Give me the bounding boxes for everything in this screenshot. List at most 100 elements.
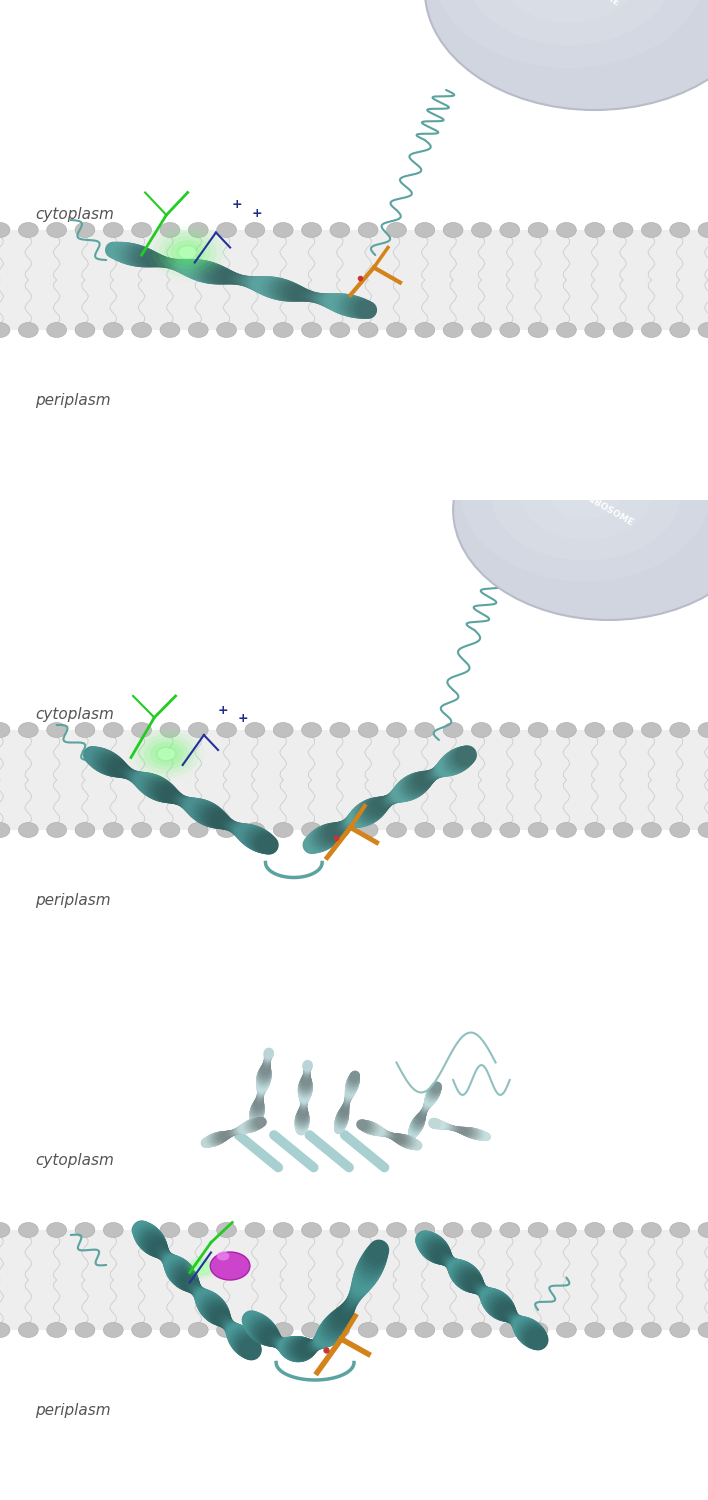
Ellipse shape [47, 723, 67, 738]
Ellipse shape [670, 222, 690, 237]
Ellipse shape [47, 222, 67, 237]
Ellipse shape [472, 322, 491, 338]
Ellipse shape [75, 322, 95, 338]
Ellipse shape [613, 1222, 633, 1238]
Circle shape [176, 244, 199, 261]
Ellipse shape [641, 1323, 661, 1338]
Ellipse shape [443, 222, 463, 237]
Ellipse shape [160, 1323, 180, 1338]
Ellipse shape [472, 1323, 491, 1338]
Circle shape [192, 1260, 212, 1275]
Ellipse shape [556, 723, 576, 738]
Ellipse shape [245, 723, 265, 738]
Ellipse shape [415, 1323, 435, 1338]
Ellipse shape [103, 1323, 123, 1338]
Ellipse shape [641, 723, 661, 738]
Ellipse shape [302, 322, 321, 338]
Ellipse shape [47, 322, 67, 338]
Ellipse shape [387, 222, 406, 237]
Bar [0, 230, 708, 330]
Ellipse shape [245, 322, 265, 338]
Ellipse shape [302, 1323, 321, 1338]
Ellipse shape [387, 322, 406, 338]
Circle shape [217, 1251, 229, 1260]
Ellipse shape [103, 723, 123, 738]
Ellipse shape [0, 222, 10, 237]
Ellipse shape [415, 322, 435, 338]
Ellipse shape [670, 1323, 690, 1338]
Ellipse shape [698, 322, 708, 338]
Circle shape [186, 1257, 217, 1278]
Ellipse shape [556, 322, 576, 338]
Circle shape [182, 249, 193, 256]
Text: +: + [237, 712, 249, 724]
Ellipse shape [188, 723, 208, 738]
Text: periplasm: periplasm [35, 1402, 111, 1417]
Circle shape [133, 730, 200, 777]
Ellipse shape [415, 1222, 435, 1238]
Ellipse shape [47, 1323, 67, 1338]
Ellipse shape [641, 222, 661, 237]
Ellipse shape [556, 222, 576, 237]
Circle shape [139, 735, 194, 774]
Ellipse shape [387, 723, 406, 738]
Ellipse shape [160, 322, 180, 338]
Ellipse shape [217, 822, 236, 837]
Ellipse shape [188, 1222, 208, 1238]
Ellipse shape [217, 723, 236, 738]
Ellipse shape [670, 1222, 690, 1238]
Ellipse shape [330, 1222, 350, 1238]
Ellipse shape [387, 1222, 406, 1238]
Ellipse shape [528, 222, 548, 237]
Circle shape [170, 240, 205, 266]
Ellipse shape [556, 1222, 576, 1238]
Text: cytoplasm: cytoplasm [35, 207, 114, 222]
Ellipse shape [698, 822, 708, 837]
Text: cytoplasm: cytoplasm [35, 1152, 114, 1167]
Bar [0, 1230, 708, 1330]
Ellipse shape [103, 322, 123, 338]
Circle shape [149, 742, 183, 766]
Ellipse shape [75, 1323, 95, 1338]
Circle shape [498, 0, 641, 22]
Ellipse shape [103, 822, 123, 837]
Ellipse shape [358, 322, 378, 338]
Circle shape [461, 405, 708, 582]
Ellipse shape [160, 822, 180, 837]
Ellipse shape [670, 322, 690, 338]
Circle shape [179, 246, 196, 258]
Ellipse shape [387, 822, 406, 837]
Ellipse shape [358, 723, 378, 738]
Text: periplasm: periplasm [35, 393, 111, 408]
Ellipse shape [698, 723, 708, 738]
Circle shape [433, 0, 705, 68]
Ellipse shape [273, 1222, 293, 1238]
Ellipse shape [358, 1222, 378, 1238]
Circle shape [144, 738, 188, 770]
Ellipse shape [330, 1323, 350, 1338]
Circle shape [159, 232, 217, 273]
Text: periplasm: periplasm [35, 892, 111, 908]
Ellipse shape [217, 322, 236, 338]
Ellipse shape [500, 222, 520, 237]
Ellipse shape [585, 1222, 605, 1238]
Ellipse shape [132, 222, 152, 237]
Ellipse shape [75, 222, 95, 237]
Ellipse shape [245, 222, 265, 237]
Ellipse shape [387, 1323, 406, 1338]
Ellipse shape [528, 322, 548, 338]
Ellipse shape [273, 222, 293, 237]
Circle shape [161, 750, 172, 758]
Ellipse shape [528, 723, 548, 738]
Ellipse shape [0, 322, 10, 338]
Circle shape [490, 426, 680, 561]
Ellipse shape [443, 322, 463, 338]
Circle shape [152, 228, 223, 278]
Ellipse shape [641, 1222, 661, 1238]
Ellipse shape [443, 1222, 463, 1238]
Ellipse shape [613, 822, 633, 837]
Ellipse shape [47, 1222, 67, 1238]
Ellipse shape [188, 1323, 208, 1338]
Ellipse shape [330, 822, 350, 837]
Ellipse shape [18, 1323, 38, 1338]
